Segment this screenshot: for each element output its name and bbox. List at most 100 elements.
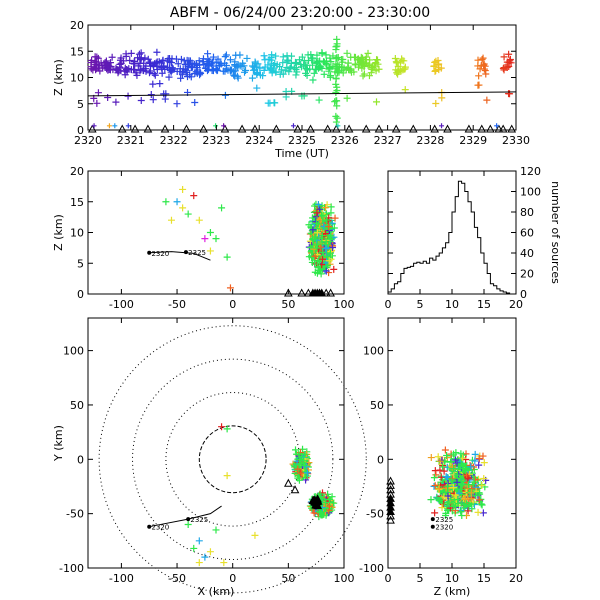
source-point xyxy=(391,54,399,62)
source-point xyxy=(479,452,487,460)
source-point xyxy=(475,454,483,462)
source-point xyxy=(239,59,247,67)
source-point xyxy=(318,265,326,273)
x-tick-label: 0 xyxy=(385,572,392,585)
source-point xyxy=(431,67,439,75)
source-point xyxy=(91,53,99,61)
source-point xyxy=(291,58,299,66)
source-point xyxy=(311,202,319,210)
source-point xyxy=(299,459,307,467)
source-point xyxy=(260,52,268,60)
source-point xyxy=(507,59,515,67)
source-point xyxy=(294,465,302,473)
source-point xyxy=(313,51,321,59)
x-tick-label: 20 xyxy=(509,298,523,311)
source-point xyxy=(326,235,334,243)
station-triangle xyxy=(391,124,401,133)
source-point xyxy=(506,90,514,98)
source-point xyxy=(184,210,192,218)
source-point xyxy=(153,66,161,74)
source-point xyxy=(322,244,330,252)
track-label-start: 2320 xyxy=(151,524,169,532)
station-triangle xyxy=(199,124,208,133)
source-point xyxy=(324,253,332,261)
source-point xyxy=(242,66,250,74)
x-tick-label: 10 xyxy=(445,572,459,585)
source-point xyxy=(121,71,129,79)
source-point xyxy=(127,66,135,74)
source-point xyxy=(254,60,262,68)
source-point xyxy=(322,204,330,212)
source-point xyxy=(149,96,157,104)
source-point xyxy=(322,499,330,507)
source-point xyxy=(328,219,336,227)
y-tick-label: -50 xyxy=(66,508,84,521)
station-triangle xyxy=(130,124,140,133)
source-point xyxy=(144,55,152,63)
source-point xyxy=(352,61,360,69)
source-point xyxy=(500,53,508,61)
source-point xyxy=(475,72,483,80)
y-tick-label: -50 xyxy=(366,508,384,521)
source-point xyxy=(147,91,155,99)
source-point xyxy=(462,455,470,463)
source-point xyxy=(467,489,475,497)
source-point xyxy=(343,49,351,57)
source-point xyxy=(316,205,324,213)
source-point xyxy=(117,59,125,67)
source-point xyxy=(478,481,486,489)
station-triangle xyxy=(361,124,371,133)
source-point xyxy=(360,63,368,71)
station-triangle xyxy=(443,124,452,133)
range-ring xyxy=(198,425,267,494)
source-point xyxy=(322,57,330,65)
source-point xyxy=(308,214,316,222)
source-point xyxy=(312,235,320,243)
station-triangle xyxy=(374,124,384,133)
source-point xyxy=(265,55,273,63)
source-point xyxy=(212,58,220,66)
y-tick-label: 10 xyxy=(70,227,84,240)
source-point xyxy=(458,512,466,520)
source-point xyxy=(457,508,465,516)
source-point xyxy=(325,223,333,231)
station-triangle xyxy=(304,288,313,297)
x-tick-label: 20 xyxy=(509,572,523,585)
y-tick-label: 0 xyxy=(77,124,84,137)
source-point xyxy=(297,469,305,477)
y-tick-label: 15 xyxy=(70,45,84,58)
source-point xyxy=(449,483,457,491)
y-tick-label: 50 xyxy=(70,399,84,412)
station-triangle xyxy=(284,288,293,297)
y-tick-label: 5 xyxy=(77,98,84,111)
x-tick-label: 2322 xyxy=(160,134,188,147)
track-point xyxy=(147,250,152,255)
source-point xyxy=(310,256,318,264)
source-point xyxy=(467,463,475,471)
station-triangle xyxy=(306,124,315,133)
source-point xyxy=(313,229,321,237)
source-point xyxy=(190,544,198,552)
source-point xyxy=(303,469,311,477)
station-triangle xyxy=(143,124,153,133)
time-height-panel-frame xyxy=(87,24,517,131)
source-point xyxy=(326,54,334,62)
source-point xyxy=(112,123,118,129)
source-point xyxy=(327,203,335,211)
source-point xyxy=(106,123,112,129)
station-triangle xyxy=(250,124,260,133)
source-point xyxy=(94,54,102,62)
source-point xyxy=(191,98,199,106)
source-point xyxy=(283,64,291,72)
range-ring xyxy=(98,325,367,594)
source-point xyxy=(204,55,212,63)
station-triangle xyxy=(293,124,303,133)
source-point xyxy=(332,64,340,72)
station-triangle xyxy=(430,124,440,133)
source-point xyxy=(332,112,340,120)
x-tick-label: 2325 xyxy=(288,134,316,147)
source-point xyxy=(481,67,489,75)
source-point xyxy=(316,63,324,71)
source-point xyxy=(292,64,300,72)
source-point xyxy=(149,80,157,88)
